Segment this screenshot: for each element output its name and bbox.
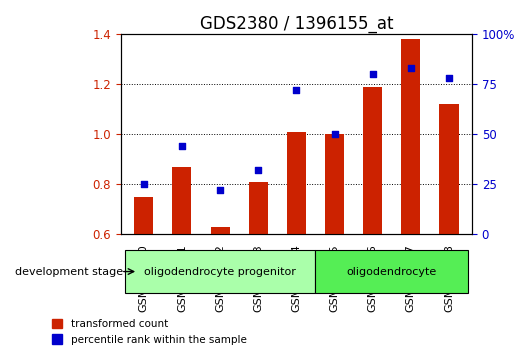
Point xyxy=(216,187,224,193)
Bar xyxy=(439,104,458,234)
Text: oligodendrocyte progenitor: oligodendrocyte progenitor xyxy=(144,267,296,276)
Bar xyxy=(363,87,382,234)
Point xyxy=(178,143,186,149)
Bar xyxy=(249,182,268,234)
Bar xyxy=(172,167,191,234)
Bar xyxy=(287,132,306,234)
Text: development stage: development stage xyxy=(15,267,123,276)
Bar xyxy=(134,196,153,234)
Point xyxy=(445,75,453,81)
Point xyxy=(368,72,377,77)
Legend: transformed count, percentile rank within the sample: transformed count, percentile rank withi… xyxy=(48,315,251,349)
Point xyxy=(139,181,148,187)
FancyBboxPatch shape xyxy=(125,250,315,293)
Point xyxy=(330,131,339,137)
Point xyxy=(254,167,262,173)
Bar xyxy=(401,39,420,234)
Text: oligodendrocyte: oligodendrocyte xyxy=(347,267,437,276)
Bar xyxy=(325,134,344,234)
Title: GDS2380 / 1396155_at: GDS2380 / 1396155_at xyxy=(200,15,393,33)
Point xyxy=(407,65,415,71)
Bar xyxy=(210,227,229,234)
Point xyxy=(292,87,301,93)
FancyBboxPatch shape xyxy=(315,250,468,293)
